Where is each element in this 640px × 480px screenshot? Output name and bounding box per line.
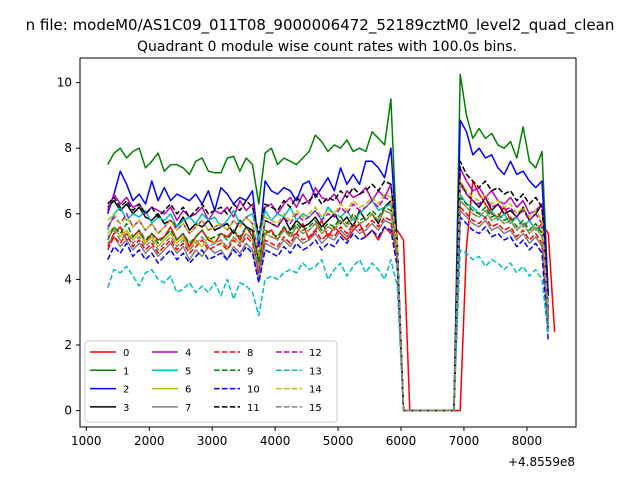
series-line-11	[107, 160, 550, 412]
y-axis: 0 2 4 6 8 10	[57, 76, 80, 418]
series-line-15	[107, 199, 550, 412]
series-line-1	[107, 73, 550, 412]
x-axis: 1000 2000 3000 4000 5000 6000 7000 8000	[71, 427, 542, 448]
y-tick-label: 2	[64, 338, 72, 352]
figure-suptitle: n file: modeM0/AS1C09_011T08_9000006472_…	[26, 16, 615, 35]
legend-label-9: 9	[247, 366, 253, 377]
series-line-2	[106, 119, 550, 412]
legend-label-11: 11	[247, 403, 260, 414]
y-tick-label: 8	[64, 141, 72, 155]
y-tick-label: 4	[64, 272, 72, 286]
legend-label-2: 2	[123, 385, 129, 396]
series-line-5	[106, 193, 550, 412]
legend-label-7: 7	[185, 403, 191, 414]
legend-label-10: 10	[247, 385, 260, 396]
legend-label-1: 1	[123, 366, 129, 377]
legend-box	[84, 340, 338, 423]
legend-label-6: 6	[185, 385, 191, 396]
plot-frame	[79, 57, 577, 428]
legend-label-12: 12	[309, 348, 322, 359]
series-line-4	[106, 167, 550, 412]
x-tick-label: 2000	[134, 434, 165, 448]
series-line-12	[107, 183, 550, 412]
series-line-14	[107, 180, 550, 412]
series-line-13	[106, 249, 550, 412]
series-line-3	[107, 180, 550, 412]
series-line-9	[107, 196, 550, 412]
y-tick-label: 0	[64, 404, 72, 418]
x-tick-label: 1000	[71, 434, 102, 448]
x-tick-label: 5000	[323, 434, 354, 448]
x-tick-label: 8000	[512, 434, 543, 448]
x-tick-label: 7000	[449, 434, 480, 448]
x-tick-label: 6000	[386, 434, 417, 448]
chart-title: Quadrant 0 module wise count rates with …	[137, 39, 517, 55]
legend-label-14: 14	[309, 385, 322, 396]
series-line-10	[107, 216, 550, 412]
series-layer	[106, 73, 556, 412]
x-tick-label: 4000	[260, 434, 291, 448]
y-tick-label: 6	[64, 207, 72, 221]
series-line-8	[107, 206, 550, 412]
x-offset-label: +4.8559e8	[508, 455, 575, 469]
legend-label-3: 3	[123, 403, 129, 414]
legend-label-13: 13	[309, 366, 322, 377]
x-tick-label: 3000	[197, 434, 228, 448]
series-line-7	[107, 209, 550, 412]
y-tick-label: 10	[57, 76, 72, 90]
legend-label-0: 0	[123, 348, 129, 359]
legend-label-8: 8	[247, 348, 253, 359]
legend-label-15: 15	[309, 403, 322, 414]
legend-label-5: 5	[185, 366, 191, 377]
legend-label-4: 4	[185, 348, 191, 359]
